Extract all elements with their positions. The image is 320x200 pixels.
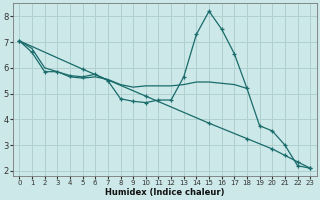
X-axis label: Humidex (Indice chaleur): Humidex (Indice chaleur) <box>105 188 225 197</box>
